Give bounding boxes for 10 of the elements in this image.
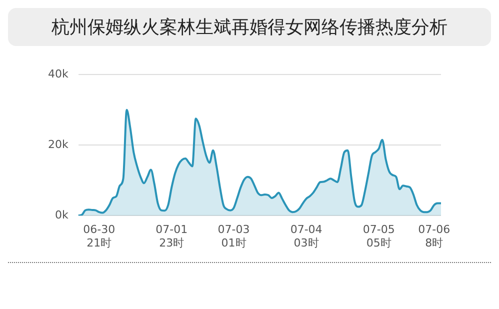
y-tick-label: 0k [54,208,69,222]
x-tick-label: 07-04 03时 [290,223,322,250]
x-tick-label: 07-05 05时 [362,223,395,250]
chart-title: 杭州保姆纵火案林生斌再婚得女网络传播热度分析 [52,16,448,39]
x-tick-label: 07-06 8时 [418,223,450,250]
y-tick-label: 20k [48,138,69,151]
x-tick-label: 06-30 21时 [83,223,116,250]
y-tick-label: 40k [48,67,69,80]
x-tick-label: 07-01 23时 [156,223,188,250]
x-tick-label: 07-03 01时 [218,223,250,250]
